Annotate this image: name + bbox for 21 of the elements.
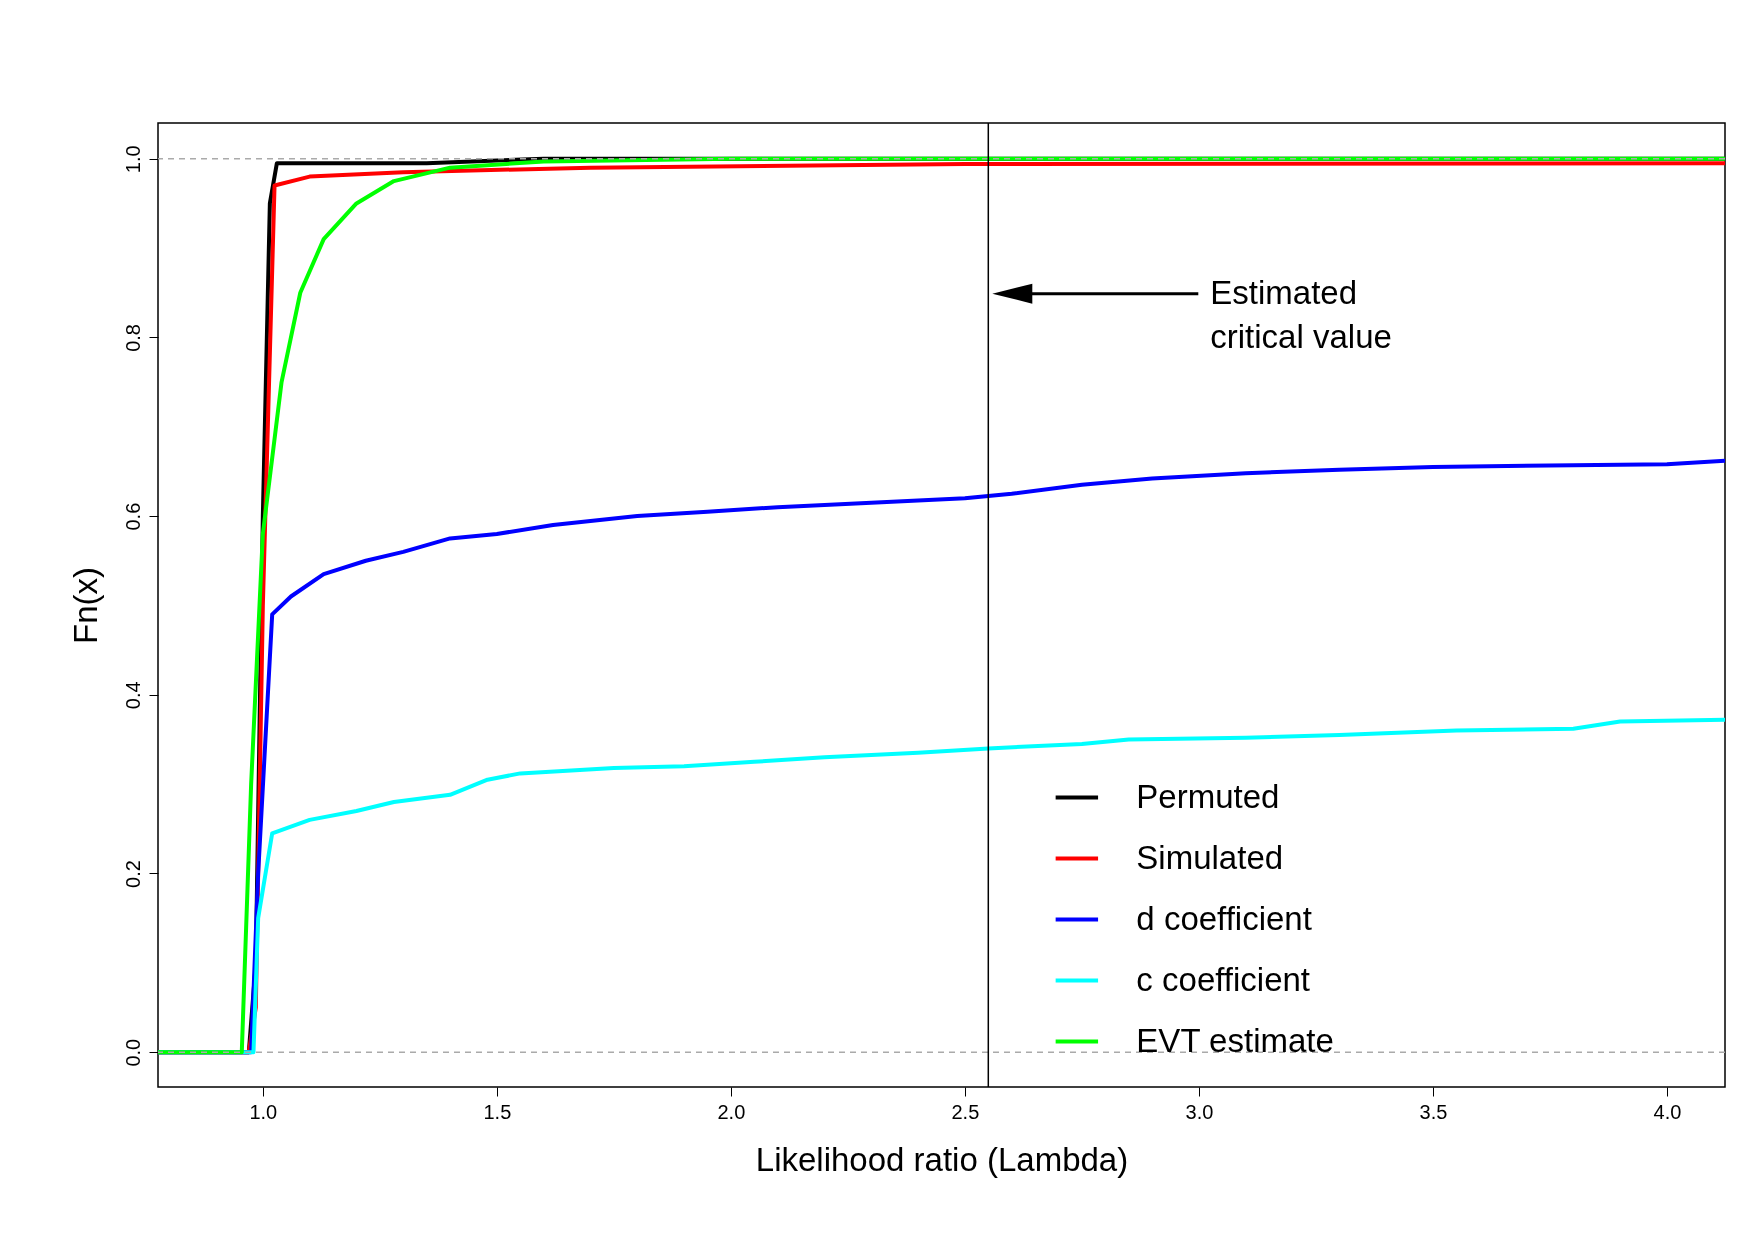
y-tick-label: 0.8 [121, 324, 144, 352]
x-tick-label: 2.0 [717, 1100, 746, 1123]
x-axis-title: Likelihood ratio (Lambda) [755, 1140, 1129, 1178]
x-tick-label: 1.5 [483, 1100, 512, 1123]
x-tick-label: 3.0 [1185, 1100, 1214, 1123]
y-tick-label: 0.2 [121, 860, 144, 888]
legend-label: Simulated [1136, 838, 1284, 876]
x-tick-label: 2.5 [951, 1100, 980, 1123]
y-tick-label: 0.0 [121, 1038, 144, 1067]
legend-label: c coefficient [1136, 960, 1311, 998]
y-tick-label: 0.6 [121, 502, 144, 531]
x-tick-label: 1.0 [249, 1100, 278, 1123]
y-axis-title: Fn(x) [66, 567, 104, 644]
y-tick-label: 0.4 [121, 681, 144, 710]
legend-label: d coefficient [1136, 899, 1312, 937]
annotation: Estimated critical value [1210, 273, 1392, 355]
legend-label: Permuted [1136, 777, 1280, 815]
legend-label: EVT estimate [1136, 1021, 1334, 1059]
y-tick-label: 1.0 [121, 145, 144, 174]
x-tick-label: 3.5 [1419, 1100, 1448, 1123]
x-tick-label: 4.0 [1653, 1100, 1682, 1123]
